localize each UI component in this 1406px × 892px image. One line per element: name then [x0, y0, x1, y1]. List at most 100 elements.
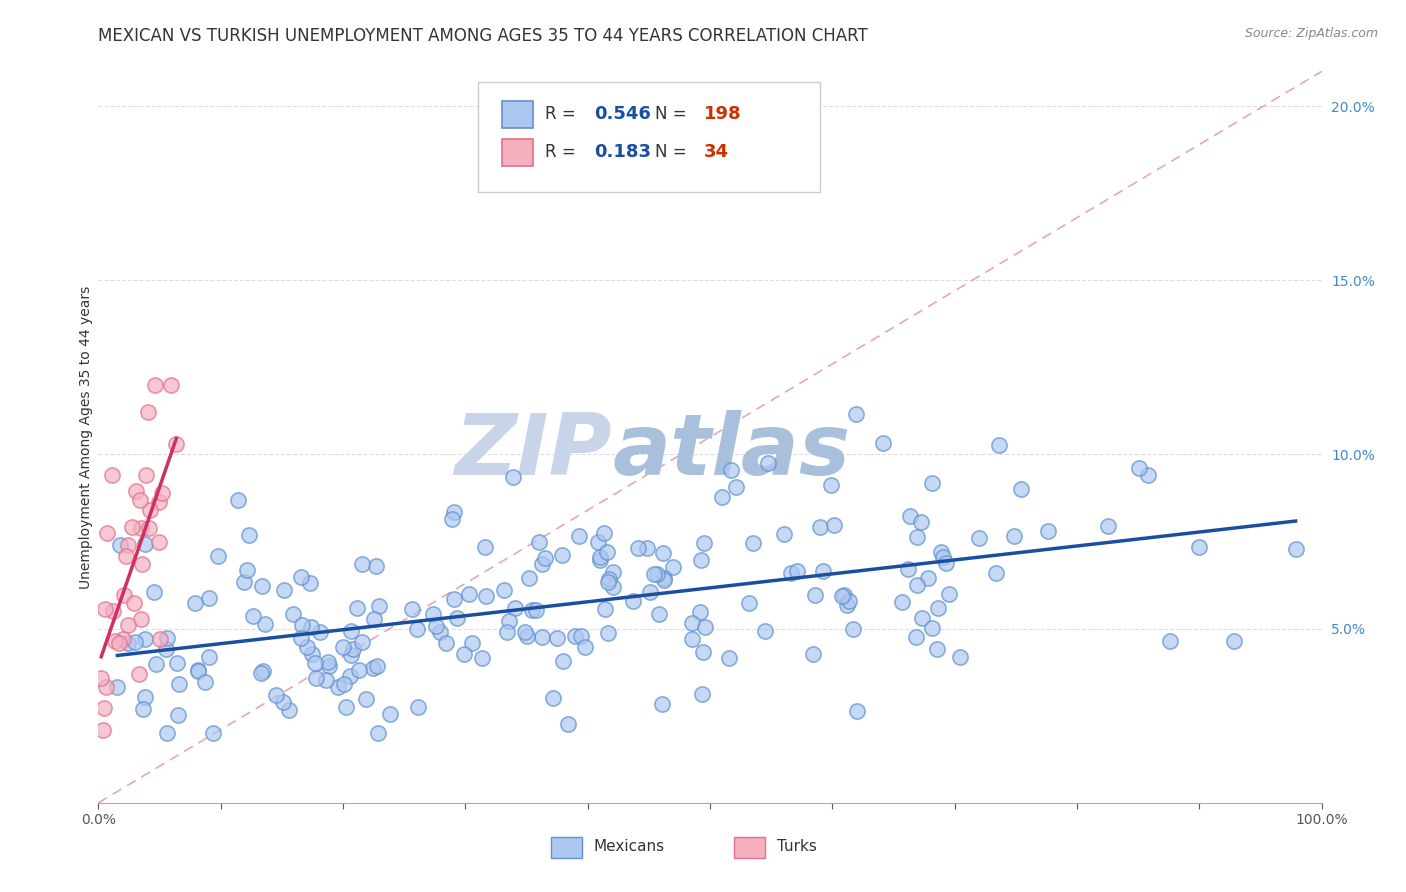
Point	[905, 577, 928, 591]
Text: N =: N =	[655, 104, 686, 123]
Point	[803, 647, 825, 661]
Point	[498, 614, 520, 628]
Point	[443, 505, 465, 519]
Point	[117, 635, 139, 649]
Point	[114, 549, 136, 563]
Point	[754, 624, 776, 638]
Point	[551, 654, 574, 668]
Point	[271, 695, 294, 709]
Point	[129, 520, 152, 534]
Point	[226, 493, 249, 508]
Point	[187, 663, 209, 677]
Text: Mexicans: Mexicans	[593, 839, 665, 855]
Point	[530, 631, 553, 645]
Point	[434, 636, 457, 650]
Point	[197, 591, 219, 605]
Point	[690, 553, 713, 567]
Point	[1128, 461, 1150, 475]
Point	[332, 640, 354, 654]
Point	[250, 666, 273, 681]
Point	[872, 436, 894, 450]
Text: atlas: atlas	[612, 410, 851, 493]
Point	[461, 636, 484, 650]
Point	[340, 648, 363, 662]
Point	[422, 607, 444, 622]
Point	[838, 594, 860, 608]
Point	[652, 571, 675, 585]
Point	[364, 559, 387, 574]
Point	[361, 661, 384, 675]
Text: 0.546: 0.546	[593, 104, 651, 123]
Point	[564, 629, 586, 643]
Point	[724, 480, 747, 494]
Point	[517, 571, 540, 585]
Point	[93, 700, 115, 714]
Point	[546, 632, 568, 646]
Text: 198: 198	[704, 104, 741, 123]
Point	[283, 607, 305, 621]
Point	[531, 558, 554, 572]
Point	[1188, 540, 1211, 554]
Point	[167, 708, 190, 723]
Point	[949, 650, 972, 665]
Point	[925, 642, 948, 657]
Point	[897, 562, 920, 576]
Point	[264, 689, 287, 703]
Point	[891, 595, 914, 609]
Point	[367, 599, 389, 613]
Point	[197, 650, 219, 665]
Point	[194, 674, 217, 689]
FancyBboxPatch shape	[502, 101, 533, 128]
Point	[156, 631, 179, 645]
Point	[121, 520, 143, 534]
Point	[103, 604, 125, 618]
Point	[167, 677, 190, 691]
Point	[122, 596, 145, 610]
Point	[593, 525, 616, 540]
Point	[1136, 468, 1159, 483]
Point	[143, 585, 166, 599]
Point	[516, 629, 538, 643]
Point	[347, 663, 370, 677]
Point	[627, 541, 650, 555]
Point	[541, 691, 564, 706]
Text: Turks: Turks	[778, 839, 817, 855]
Point	[779, 566, 801, 580]
Text: N =: N =	[655, 143, 686, 161]
Point	[1038, 524, 1060, 539]
Point	[931, 550, 953, 565]
Point	[720, 463, 742, 477]
Point	[429, 624, 451, 639]
Point	[94, 680, 117, 694]
Point	[492, 582, 515, 597]
Point	[648, 607, 671, 621]
Point	[693, 620, 716, 634]
FancyBboxPatch shape	[502, 138, 533, 167]
Point	[135, 467, 157, 482]
Point	[841, 622, 863, 636]
Point	[132, 702, 155, 716]
Point	[335, 699, 357, 714]
Point	[233, 574, 256, 589]
Point	[741, 536, 763, 550]
Text: ZIP: ZIP	[454, 410, 612, 493]
Point	[318, 655, 340, 669]
Point	[326, 680, 349, 694]
Point	[315, 673, 337, 688]
Point	[166, 656, 188, 670]
Point	[835, 598, 858, 612]
Point	[128, 493, 150, 508]
Point	[927, 601, 949, 615]
Point	[471, 651, 494, 665]
Point	[522, 603, 544, 617]
Point	[921, 475, 943, 490]
Point	[786, 564, 808, 578]
Point	[117, 617, 139, 632]
Point	[112, 588, 135, 602]
Point	[367, 726, 389, 740]
Point	[252, 664, 274, 678]
Point	[339, 669, 361, 683]
Y-axis label: Unemployment Among Ages 35 to 44 years: Unemployment Among Ages 35 to 44 years	[79, 285, 93, 589]
Point	[242, 608, 264, 623]
Point	[149, 632, 172, 646]
